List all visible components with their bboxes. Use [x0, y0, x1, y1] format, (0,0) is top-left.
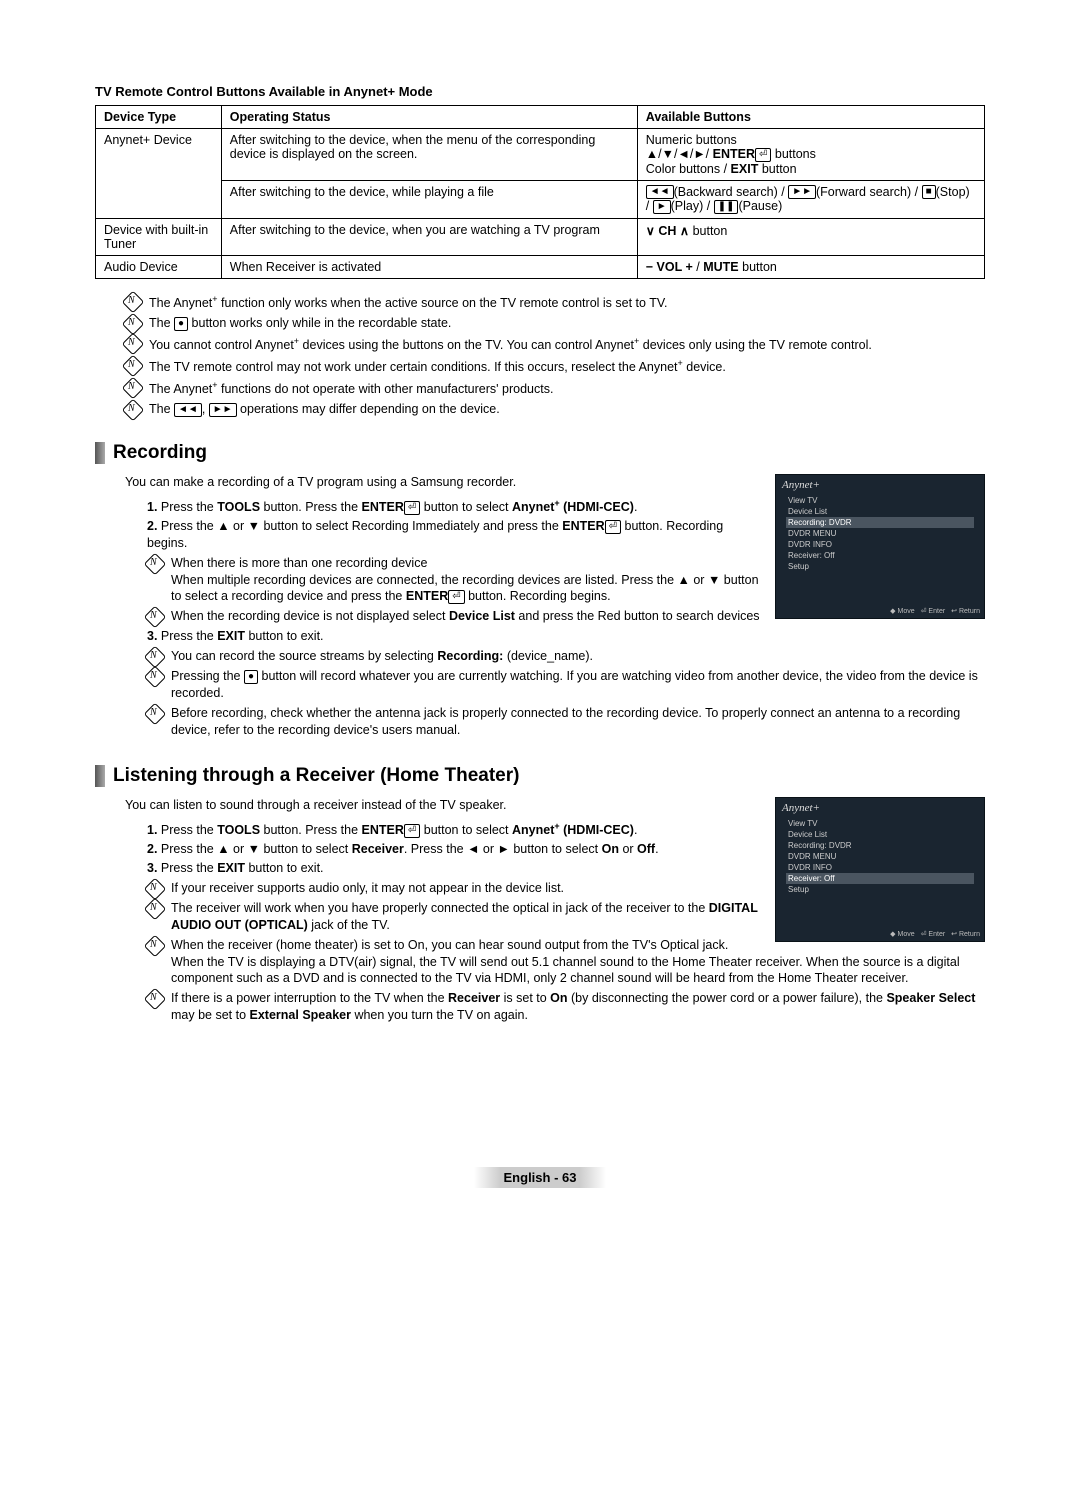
buttons-table: Device Type Operating Status Available B… — [95, 105, 985, 279]
note-item: Pressing the ● button will record whatev… — [147, 668, 985, 702]
note-item: The ● button works only while in the rec… — [125, 315, 985, 332]
heading-bar-icon — [95, 442, 105, 464]
note-item: You cannot control Anynet+ devices using… — [125, 335, 985, 354]
note-item: The TV remote control may not work under… — [125, 357, 985, 376]
th-status: Operating Status — [221, 106, 637, 129]
listening-heading: Listening through a Receiver (Home Theat… — [95, 765, 985, 787]
note-item: The Anynet+ function only works when the… — [125, 293, 985, 312]
table-title: TV Remote Control Buttons Available in A… — [95, 84, 985, 99]
note-item: You can record the source streams by sel… — [147, 648, 985, 665]
recording-heading: Recording — [95, 442, 985, 464]
manual-page: TV Remote Control Buttons Available in A… — [0, 0, 1080, 1488]
note-item: If your receiver supports audio only, it… — [147, 880, 985, 897]
recording-title: Recording — [113, 442, 207, 464]
lis-step-3: 3. Press the EXIT button to exit. If you… — [147, 860, 985, 1024]
note-item: The Anynet+ functions do not operate wit… — [125, 379, 985, 398]
note-item: Before recording, check whether the ante… — [147, 705, 985, 739]
page-footer: English - 63 — [95, 1167, 985, 1188]
listening-title: Listening through a Receiver (Home Theat… — [113, 765, 519, 787]
note-item: The receiver will work when you have pro… — [147, 900, 985, 934]
note-item: When the receiver (home theater) is set … — [147, 937, 985, 988]
note-item: If there is a power interruption to the … — [147, 990, 985, 1024]
rec-step-3: 3. Press the EXIT button to exit. You ca… — [147, 628, 985, 738]
th-device: Device Type — [96, 106, 222, 129]
note-item: When there is more than one recording de… — [147, 555, 985, 606]
th-buttons: Available Buttons — [637, 106, 984, 129]
top-notes: The Anynet+ function only works when the… — [95, 293, 985, 418]
note-item: When the recording device is not display… — [147, 608, 985, 625]
footer-text: English - 63 — [474, 1167, 607, 1188]
heading-bar-icon — [95, 765, 105, 787]
note-item: The ◄◄, ►► operations may differ dependi… — [125, 401, 985, 418]
